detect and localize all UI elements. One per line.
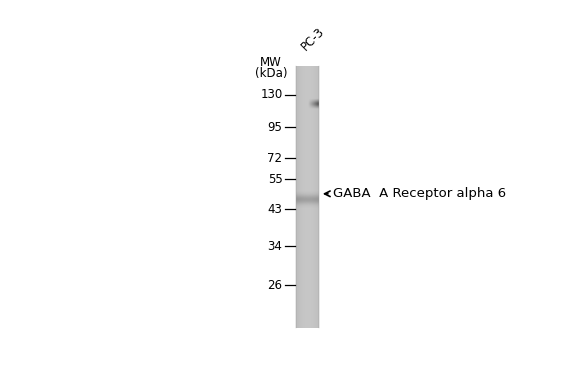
Text: 55: 55 bbox=[268, 173, 282, 186]
Text: (kDa): (kDa) bbox=[255, 67, 288, 79]
Text: 26: 26 bbox=[268, 279, 282, 292]
Text: 95: 95 bbox=[268, 121, 282, 134]
Text: 43: 43 bbox=[268, 203, 282, 216]
Text: 72: 72 bbox=[268, 152, 282, 165]
Text: GABA  A Receptor alpha 6: GABA A Receptor alpha 6 bbox=[333, 187, 506, 200]
Text: MW: MW bbox=[260, 56, 282, 69]
Text: PC-3: PC-3 bbox=[299, 24, 327, 53]
Text: 130: 130 bbox=[260, 88, 282, 101]
Text: 34: 34 bbox=[268, 240, 282, 253]
